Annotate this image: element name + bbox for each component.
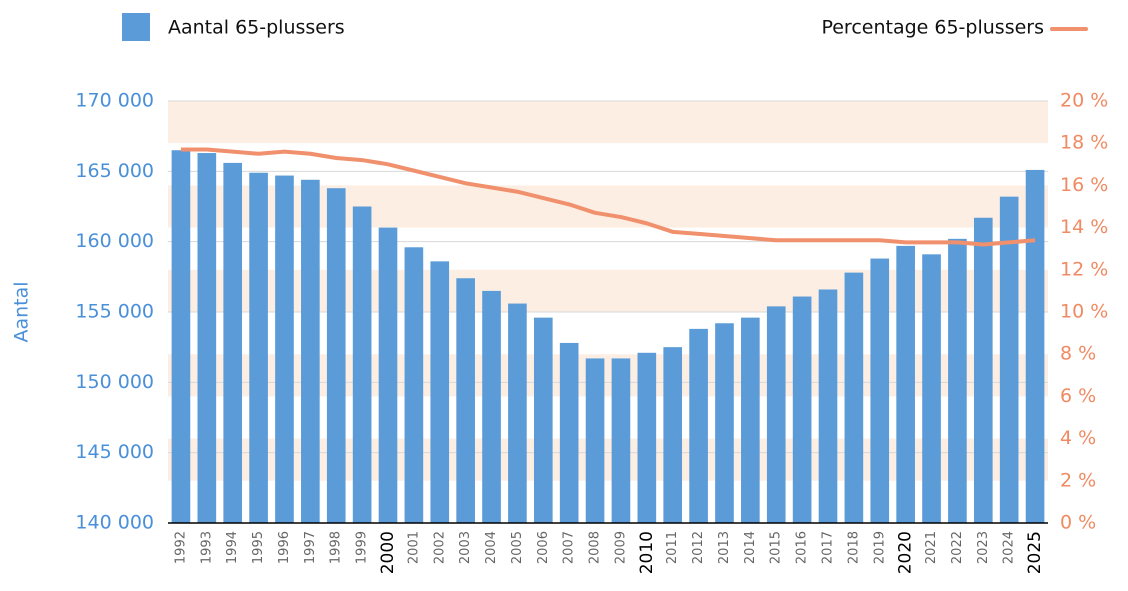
y-tick-label: 145 000 bbox=[75, 441, 154, 463]
bar bbox=[352, 206, 372, 523]
y-tick-label: 140 000 bbox=[75, 512, 154, 534]
bar bbox=[766, 306, 786, 523]
legend-swatch bbox=[122, 13, 150, 41]
x-tick-label: 2007 bbox=[562, 531, 577, 564]
y2-tick-label: 16 % bbox=[1060, 174, 1108, 196]
bar bbox=[689, 328, 708, 523]
x-tick-label: 2010 bbox=[637, 531, 657, 574]
bar bbox=[249, 172, 268, 524]
x-tick-label: 1999 bbox=[355, 531, 370, 564]
bar bbox=[999, 196, 1019, 524]
y2-tick-label: 20 % bbox=[1060, 90, 1108, 112]
bar bbox=[275, 175, 294, 523]
x-tick-label: 1997 bbox=[303, 531, 318, 564]
y2-tick-label: 2 % bbox=[1060, 469, 1096, 491]
x-tick-label: 2019 bbox=[872, 531, 887, 564]
y-tick-label: 150 000 bbox=[75, 371, 154, 393]
x-tick-label: 2009 bbox=[613, 531, 628, 564]
bar bbox=[870, 258, 890, 523]
x-tick-label: 1998 bbox=[329, 531, 344, 564]
y2-tick-label: 8 % bbox=[1060, 343, 1096, 365]
x-tick-label: 2016 bbox=[795, 531, 810, 564]
y-tick-label: 160 000 bbox=[75, 230, 154, 252]
legend-label: Aantal 65-plussers bbox=[168, 17, 345, 39]
bar bbox=[663, 347, 683, 523]
x-tick-label: 2025 bbox=[1025, 531, 1045, 574]
x-tick-label: 2003 bbox=[458, 531, 473, 564]
x-tick-label: 2020 bbox=[896, 531, 916, 574]
y-tick-label: 155 000 bbox=[75, 301, 154, 323]
x-tick-label: 2021 bbox=[924, 531, 939, 564]
bar bbox=[301, 179, 320, 524]
band bbox=[168, 269, 1048, 312]
x-tick-label: 2011 bbox=[665, 531, 680, 564]
x-tick-label: 2002 bbox=[432, 531, 447, 564]
bar bbox=[197, 153, 217, 523]
x-tick-label: 2000 bbox=[378, 531, 398, 574]
bar bbox=[378, 227, 398, 523]
x-tick-label: 2001 bbox=[406, 531, 421, 564]
y2-tick-label: 18 % bbox=[1060, 132, 1108, 154]
x-tick-label: 2005 bbox=[510, 531, 525, 564]
y2-tick-label: 10 % bbox=[1060, 301, 1108, 323]
bar bbox=[456, 278, 475, 523]
bar bbox=[973, 217, 993, 523]
y2-tick-label: 14 % bbox=[1060, 216, 1108, 238]
bar bbox=[508, 303, 527, 523]
x-tick-label: 1994 bbox=[225, 531, 240, 564]
x-tick-label: 2004 bbox=[484, 531, 499, 564]
x-tick-label: 1992 bbox=[173, 531, 188, 564]
bar bbox=[482, 290, 501, 523]
bar bbox=[430, 261, 450, 523]
x-tick-label: 2012 bbox=[691, 531, 706, 564]
bar bbox=[637, 352, 657, 523]
bar bbox=[171, 150, 191, 523]
bar bbox=[585, 358, 605, 523]
bar bbox=[922, 254, 941, 523]
bar bbox=[818, 289, 838, 523]
x-tick-label: 2014 bbox=[743, 531, 758, 564]
x-tick-label: 2017 bbox=[821, 531, 836, 564]
y2-tick-label: 6 % bbox=[1060, 385, 1096, 407]
bar bbox=[533, 317, 553, 523]
y-tick-label: 170 000 bbox=[75, 90, 154, 112]
y2-tick-label: 12 % bbox=[1060, 258, 1108, 280]
bar bbox=[326, 188, 346, 524]
bar bbox=[404, 247, 424, 523]
line bbox=[180, 147, 1036, 247]
bar bbox=[741, 317, 760, 523]
band bbox=[168, 354, 1048, 397]
x-tick-label: 2022 bbox=[950, 531, 965, 564]
bar bbox=[844, 272, 864, 523]
x-tick-label: 2008 bbox=[588, 531, 603, 564]
bar bbox=[792, 296, 812, 523]
band bbox=[168, 101, 1048, 144]
bar bbox=[948, 238, 967, 523]
x-tick-label: 1995 bbox=[251, 531, 266, 564]
band bbox=[168, 185, 1048, 228]
bar bbox=[896, 245, 915, 524]
bar bbox=[1025, 169, 1045, 523]
bar bbox=[715, 323, 734, 523]
x-tick-label: 1993 bbox=[199, 531, 214, 564]
band bbox=[168, 438, 1048, 481]
bar bbox=[223, 162, 243, 524]
bar bbox=[611, 358, 631, 523]
x-tick-label: 2024 bbox=[1002, 531, 1017, 564]
x-tick-label: 2015 bbox=[769, 531, 784, 564]
x-tick-label: 2018 bbox=[846, 531, 861, 564]
bar bbox=[559, 342, 579, 523]
y-tick-label: 165 000 bbox=[75, 160, 154, 182]
x-tick-label: 2023 bbox=[976, 531, 991, 564]
x-tick-label: 1996 bbox=[277, 531, 292, 564]
y2-tick-label: 0 % bbox=[1060, 512, 1096, 534]
y2-tick-label: 4 % bbox=[1060, 427, 1096, 449]
x-tick-label: 2013 bbox=[717, 531, 732, 564]
legend-label: Percentage 65-plussers bbox=[821, 17, 1044, 39]
x-tick-label: 2006 bbox=[536, 531, 551, 564]
y-axis-label: Aantal bbox=[11, 281, 33, 342]
